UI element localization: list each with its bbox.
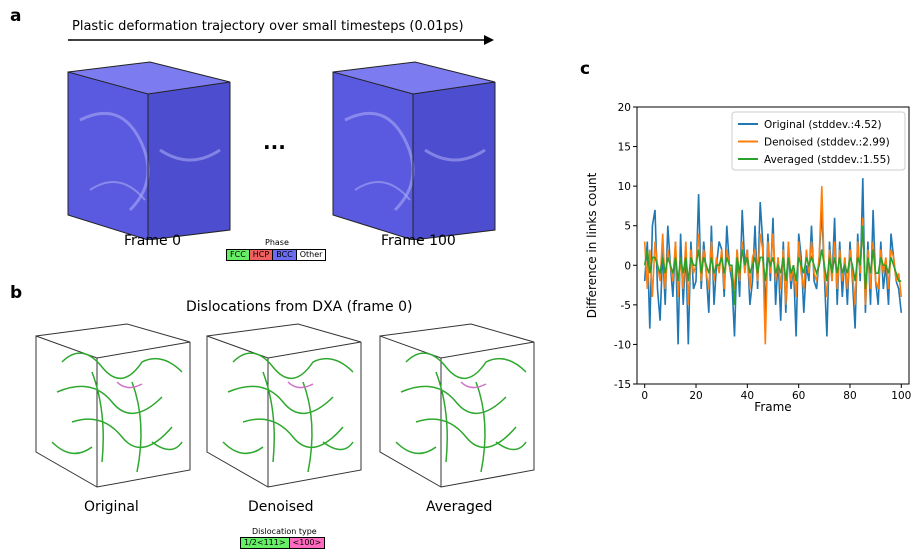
y-tick-label: -10 [614, 339, 631, 351]
legend-fcc: FCC [226, 249, 250, 261]
ellipsis: ... [263, 130, 286, 154]
cube-label-denoised: Denoised [248, 499, 314, 515]
cube-label-averaged: Averaged [426, 499, 493, 515]
dislocation-legend-title: Dislocation type [252, 527, 317, 536]
legend-hcp: HCP [249, 249, 274, 261]
panel-b-title: Dislocations from DXA (frame 0) [186, 299, 413, 315]
legend-100: <100> [289, 537, 326, 549]
panel-letter-b: b [10, 283, 23, 303]
x-tick-label: 80 [843, 390, 856, 402]
frame-100-label: Frame 100 [381, 233, 456, 249]
dislocation-cube-averaged [379, 323, 535, 488]
legend-entry-0: Original (stddev.:4.52) [764, 119, 882, 131]
timeline-arrow [68, 35, 494, 45]
panel-a-title: Plastic deformation trajectory over smal… [72, 19, 464, 34]
frame-0-label: Frame 0 [124, 233, 181, 249]
phase-legend-title: Phase [265, 238, 289, 247]
x-axis-label: Frame [754, 400, 791, 414]
legend-111: 1/2<111> [240, 537, 290, 549]
dislocation-cube-original [35, 323, 191, 488]
atom-cube-frame-0 [67, 61, 231, 240]
y-tick-label: 0 [624, 260, 631, 272]
y-tick-label: 5 [624, 221, 631, 233]
phase-legend: FCC HCP BCC Other [226, 249, 327, 261]
y-tick-label: 15 [618, 142, 631, 154]
links-difference-chart: 0 20 40 60 80 100 -15 -10 -5 0 5 10 15 20 Frame Differe… [585, 102, 911, 414]
series-line-1 [643, 186, 903, 345]
plot-frame [636, 106, 910, 385]
panel-letter-a: a [10, 6, 22, 26]
y-tick-label: 20 [618, 102, 631, 114]
legend-bcc: BCC [273, 249, 297, 261]
y-tick-label: -5 [621, 300, 631, 312]
y-tick-label: -15 [614, 379, 631, 391]
x-tick-label: 40 [741, 390, 754, 402]
legend-other: Other [296, 249, 327, 261]
cube-label-original: Original [84, 499, 139, 515]
series-line-2 [643, 225, 902, 305]
panel-letter-c: c [580, 59, 591, 79]
legend-entry-1: Denoised (stddev.:2.99) [764, 137, 890, 149]
y-tick-label: 10 [618, 181, 631, 193]
dislocation-legend: 1/2<111> <100> [240, 537, 326, 549]
legend-box [731, 111, 906, 171]
x-tick-label: 20 [689, 390, 702, 402]
y-axis-label: Difference in links count [585, 172, 599, 318]
legend-entry-2: Averaged (stddev.:1.55) [764, 154, 890, 166]
atom-cube-frame-100 [332, 61, 496, 240]
x-tick-label: 60 [792, 390, 805, 402]
x-tick-label: 0 [641, 390, 648, 402]
dislocation-cube-denoised [206, 323, 362, 488]
x-tick-label: 100 [891, 390, 911, 402]
